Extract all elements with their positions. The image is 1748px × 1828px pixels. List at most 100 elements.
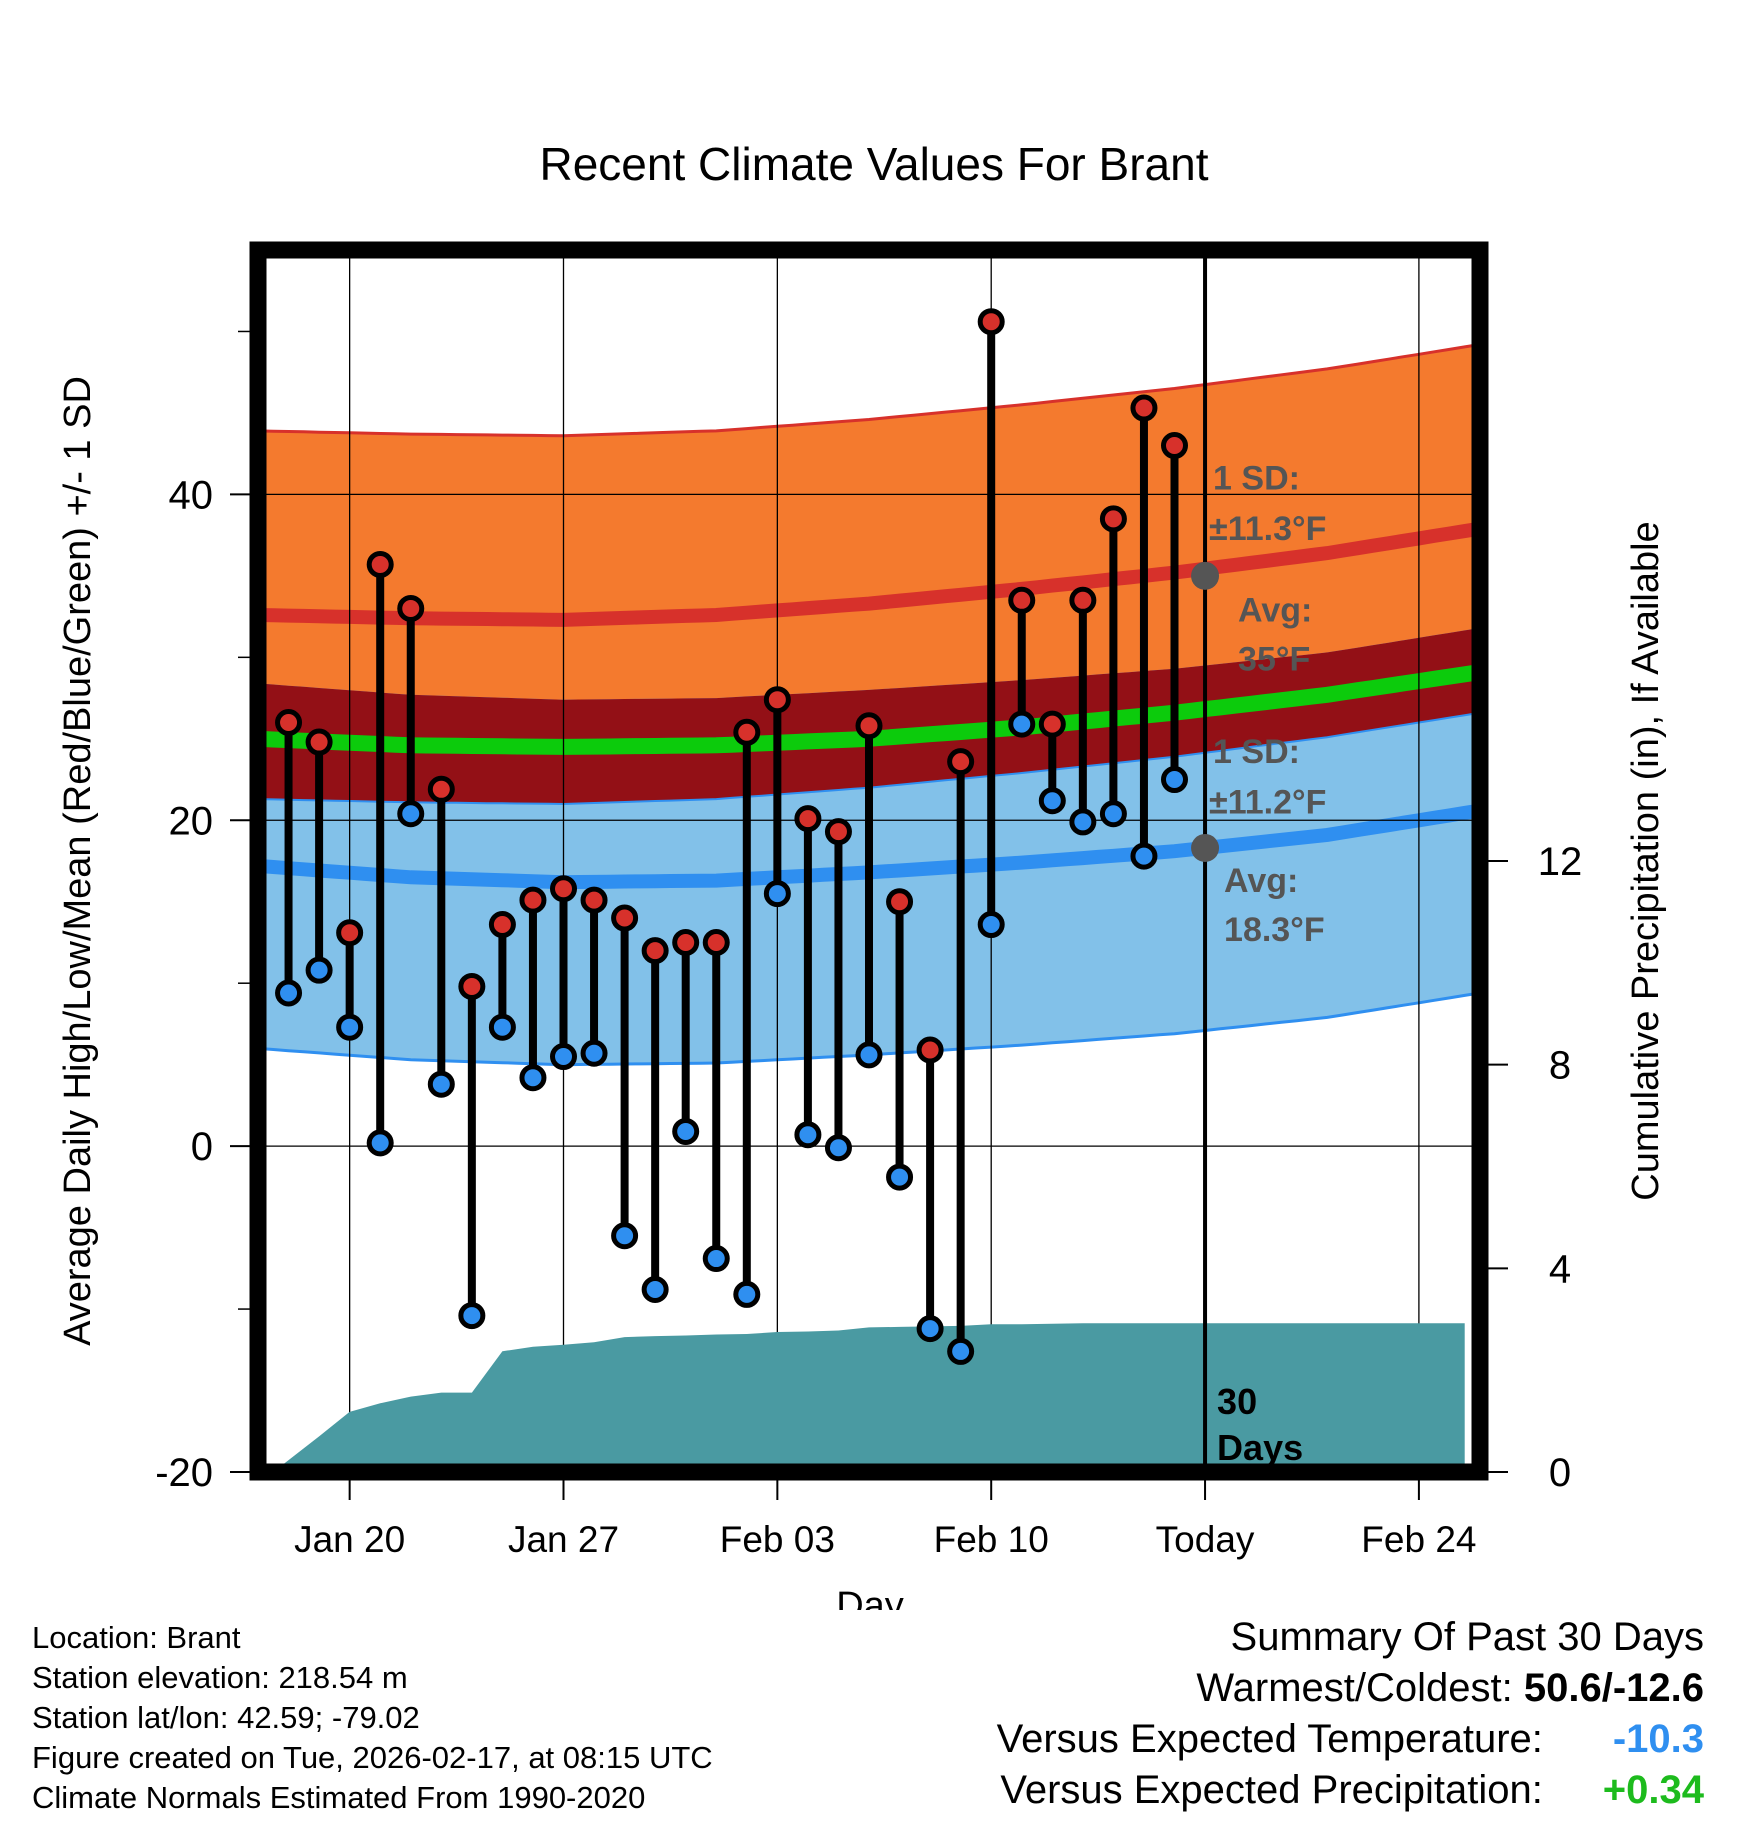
daily-low-point <box>336 1013 364 1041</box>
daily-low-point <box>977 911 1005 939</box>
high-sd-label: 1 SD: <box>1213 460 1300 498</box>
x-axis-label: Day <box>836 1585 904 1610</box>
daily-high-point <box>427 775 455 803</box>
daily-low-point <box>458 1302 486 1330</box>
climate-chart: Recent Climate Values For Brant 1 SD: ±11… <box>57 138 1667 1610</box>
y-axis-label-right: Cumulative Precipitation (in), If Availa… <box>1625 521 1667 1200</box>
daily-high-point <box>366 550 394 578</box>
normal-high-line <box>258 521 1480 627</box>
station-info: Location: Brant Station elevation: 218.5… <box>32 1618 713 1818</box>
x-tick-label: Jan 27 <box>508 1519 619 1560</box>
daily-low-point <box>1008 710 1036 738</box>
daily-high-point <box>977 308 1005 336</box>
daily-high-point <box>275 709 303 737</box>
daily-low-point <box>550 1043 577 1071</box>
daily-low-point <box>580 1039 608 1067</box>
daily-low-point <box>733 1280 761 1308</box>
daily-low-point <box>275 979 303 1007</box>
low-sd-value: ±11.2°F <box>1209 784 1326 822</box>
days-count-label: 30 <box>1217 1381 1257 1422</box>
warmest-row: Warmest/Coldest: 50.6/-12.6 <box>997 1663 1704 1714</box>
precip-value: +0.34 <box>1602 1768 1704 1812</box>
created-text: Figure created on Tue, 2026-02-17, at 08… <box>32 1740 713 1775</box>
daily-high-point <box>550 875 577 903</box>
daily-low-point <box>1130 842 1158 870</box>
daily-high-point <box>794 805 822 833</box>
daily-high-point <box>580 886 608 914</box>
daily-low-point <box>947 1337 975 1365</box>
y2-tick-label: 4 <box>1549 1247 1571 1291</box>
daily-low-point <box>916 1315 944 1343</box>
daily-low-point <box>1099 800 1127 828</box>
x-tick-label: Feb 24 <box>1361 1519 1476 1560</box>
low-sd-label: 1 SD: <box>1213 733 1300 771</box>
x-tick-label: Feb 03 <box>720 1519 835 1560</box>
daily-high-point <box>763 686 791 714</box>
y2-tick-label: 12 <box>1538 840 1583 884</box>
daily-high-point <box>458 972 486 1000</box>
daily-high-point <box>886 888 914 916</box>
daily-low-point <box>702 1245 730 1273</box>
y-tick-label: 20 <box>169 799 214 843</box>
daily-low-point <box>1069 808 1097 836</box>
daily-high-point <box>641 937 669 965</box>
low-avg-marker <box>1191 833 1220 862</box>
high-avg-label: Avg: <box>1238 591 1312 629</box>
daily-high-point <box>733 718 761 746</box>
high-avg-value: 35°F <box>1238 640 1310 678</box>
x-tick-label: Feb 10 <box>934 1519 1049 1560</box>
daily-low-point <box>488 1013 516 1041</box>
temp-label: Versus Expected Temperature: <box>996 1717 1543 1761</box>
x-tick-label: Jan 20 <box>294 1519 405 1560</box>
high-sd-upper-line <box>258 343 1480 438</box>
daily-high-point <box>336 919 364 947</box>
daily-high-point <box>1130 394 1158 422</box>
y2-tick-label: 0 <box>1549 1451 1571 1495</box>
daily-low-point <box>427 1070 455 1098</box>
temp-row: Versus Expected Temperature: -10.3 <box>997 1714 1704 1765</box>
precip-label: Versus Expected Precipitation: <box>1000 1768 1543 1812</box>
daily-low-point <box>794 1121 822 1149</box>
daily-low-point <box>305 956 333 984</box>
elevation-text: Station elevation: 218.54 m <box>32 1660 408 1695</box>
daily-high-point <box>1099 505 1127 533</box>
daily-high-point <box>855 712 883 740</box>
daily-low-point <box>672 1117 700 1145</box>
daily-high-point <box>947 748 975 776</box>
high-sd-value: ±11.3°F <box>1209 510 1326 548</box>
daily-low-point <box>824 1134 852 1162</box>
warmest-label: Warmest/Coldest: <box>1196 1666 1513 1710</box>
warmest-value: 50.6/-12.6 <box>1523 1666 1704 1710</box>
daily-high-point <box>672 928 700 956</box>
summary-panel: Summary Of Past 30 Days Warmest/Coldest:… <box>997 1612 1704 1816</box>
daily-low-point <box>611 1222 639 1250</box>
daily-high-point <box>519 886 547 914</box>
daily-low-point <box>519 1064 547 1092</box>
daily-high-point <box>305 728 333 756</box>
high-avg-marker <box>1191 561 1220 590</box>
y-tick-label: 40 <box>169 473 214 517</box>
daily-high-point <box>916 1036 944 1064</box>
daily-high-point <box>1008 586 1036 614</box>
daily-low-point <box>763 880 791 908</box>
plot-frame <box>249 241 1489 1481</box>
y2-tick-label: 8 <box>1549 1044 1571 1088</box>
x-tick-label: Today <box>1156 1519 1255 1560</box>
daily-low-point <box>1161 766 1188 794</box>
daily-low-point <box>366 1129 394 1157</box>
summary-heading: Summary Of Past 30 Days <box>1230 1615 1704 1659</box>
y-tick-label: 0 <box>191 1125 213 1169</box>
days-word-label: Days <box>1217 1427 1303 1468</box>
precip-row: Versus Expected Precipitation: +0.34 <box>997 1765 1704 1816</box>
daily-low-point <box>641 1276 669 1304</box>
chart-title: Recent Climate Values For Brant <box>540 138 1209 190</box>
normals-text: Climate Normals Estimated From 1990-2020 <box>32 1780 646 1815</box>
daily-low-point <box>1038 787 1066 815</box>
y-axis-label-left: Average Daily High/Low/Mean (Red/Blue/Gr… <box>57 376 99 1346</box>
daily-high-point <box>397 594 425 622</box>
daily-high-point <box>702 928 730 956</box>
daily-low-point <box>397 800 425 828</box>
temp-value: -10.3 <box>1612 1717 1704 1761</box>
daily-high-point <box>1038 710 1066 738</box>
location-text: Location: Brant <box>32 1620 241 1655</box>
